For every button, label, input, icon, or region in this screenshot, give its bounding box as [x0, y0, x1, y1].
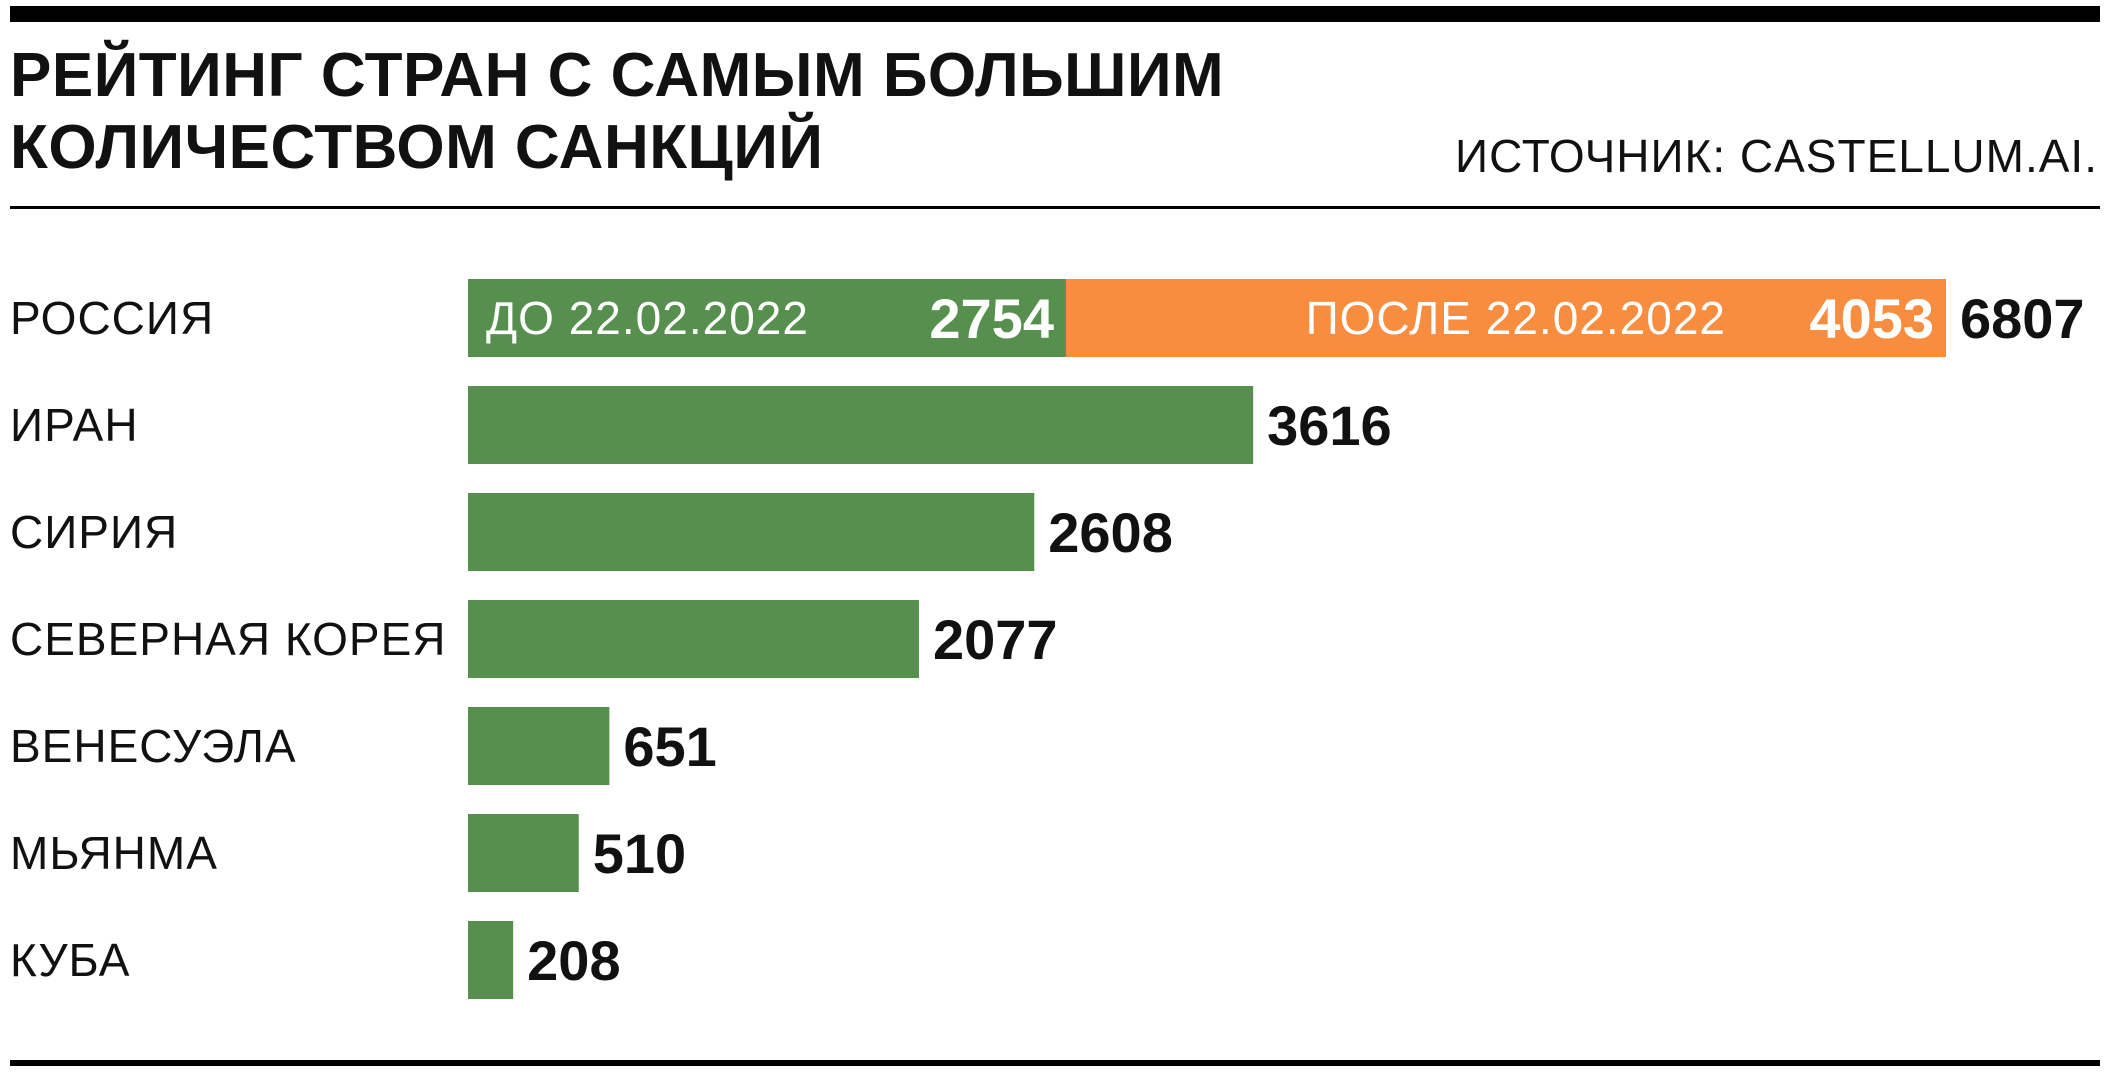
category-label: КУБА [10, 934, 130, 986]
category-label: МЬЯНМА [10, 827, 218, 879]
source-note: ИСТОЧНИК: CASTELLUM.AI. [1455, 130, 2098, 182]
bar-total-label: 651 [623, 715, 716, 778]
category-label: ВЕНЕСУЭЛА [10, 720, 297, 772]
segment-value-label: 4053 [1809, 287, 1934, 350]
segment-value-label: 2754 [929, 287, 1054, 350]
bar-total-label: 2608 [1048, 501, 1173, 564]
bar-венесуэла-series-1 [468, 707, 610, 785]
bar-северная-корея-series-1 [468, 600, 919, 678]
category-label: СЕВЕРНАЯ КОРЕЯ [10, 613, 447, 665]
chart-title: РЕЙТИНГ СТРАН С САМЫМ БОЛЬШИМ КОЛИЧЕСТВО… [10, 41, 1225, 182]
segment-series-label: ДО 22.02.2022 [486, 292, 809, 344]
header-divider [10, 206, 2100, 209]
bar-total-label: 208 [527, 929, 620, 992]
top-rule [10, 6, 2100, 22]
category-label: СИРИЯ [10, 506, 178, 558]
bar-иран-series-1 [468, 386, 1254, 464]
category-label: РОССИЯ [10, 292, 214, 344]
bar-куба-series-1 [468, 921, 514, 999]
bar-total-label: 2077 [933, 608, 1058, 671]
bar-россия-series-2 [1065, 279, 1946, 357]
bar-total-label: 3616 [1267, 394, 1392, 457]
bar-россия-series-1 [468, 279, 1066, 357]
category-label: ИРАН [10, 399, 139, 451]
bottom-rule [10, 1060, 2100, 1066]
bar-мьянма-series-1 [468, 814, 579, 892]
bar-сирия-series-1 [468, 493, 1035, 571]
bar-total-label: 6807 [1960, 287, 2085, 350]
segment-series-label: ПОСЛЕ 22.02.2022 [1306, 292, 1726, 344]
bar-total-label: 510 [593, 822, 686, 885]
